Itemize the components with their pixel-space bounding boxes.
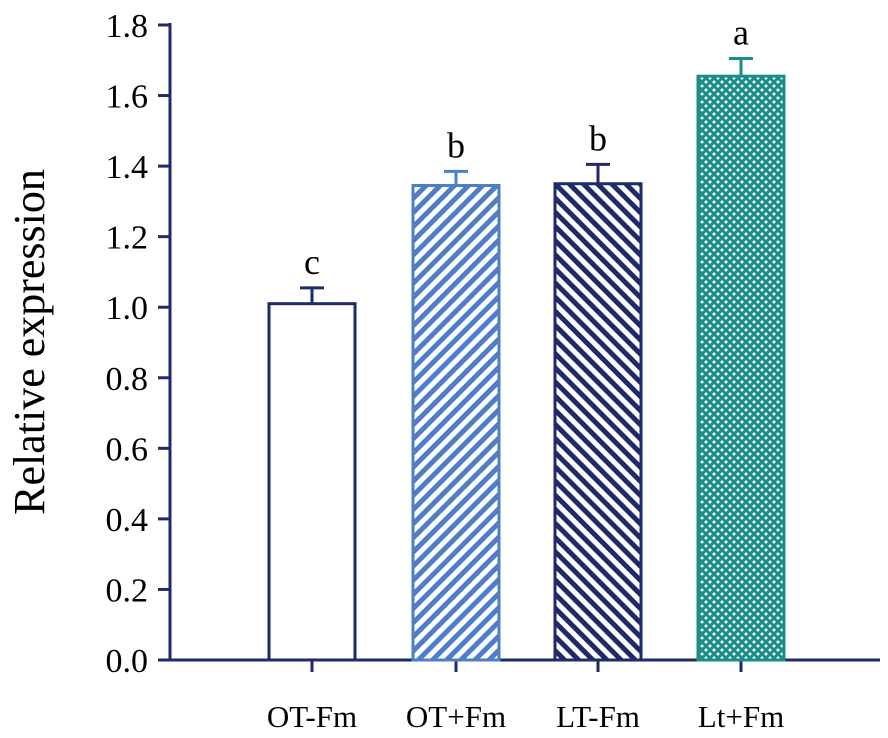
- x-tick-label: OT-Fm: [267, 699, 357, 734]
- y-tick-label: 0.4: [106, 502, 149, 539]
- y-tick-label: 1.2: [106, 220, 149, 257]
- y-tick-label: 0.2: [106, 572, 149, 609]
- y-tick-label: 1.4: [106, 149, 149, 186]
- x-tick-label: OT+Fm: [406, 699, 506, 734]
- x-axis: OT-Fm OT+Fm LT-Fm Lt+Fm: [170, 658, 880, 734]
- bar-ot-fm: [267, 302, 357, 662]
- bar-lt-fm: [696, 74, 786, 662]
- bar-ot-fm: [411, 184, 501, 662]
- bar-lt-fm: [553, 182, 643, 662]
- y-tick-label: 1.6: [106, 79, 149, 116]
- significance-label: a: [733, 13, 749, 53]
- y-tick-label: 0.6: [106, 431, 149, 468]
- significance-label: c: [304, 242, 320, 282]
- x-tick-label: LT-Fm: [556, 699, 640, 734]
- significance-label: b: [447, 125, 465, 165]
- y-axis: 0.0 0.2 0.4 0.6 0.8 1.0 1.2 1.4 1.6 1.8: [106, 8, 172, 680]
- x-tick-label: Lt+Fm: [698, 699, 784, 734]
- error-bars: [300, 57, 753, 304]
- y-tick-label: 0.8: [106, 361, 149, 398]
- significance-labels: c b b a: [304, 13, 749, 282]
- bars: [267, 74, 786, 662]
- significance-label: b: [589, 118, 607, 158]
- y-tick-label: 0.0: [106, 643, 149, 680]
- y-axis-title: Relative expression: [5, 169, 54, 515]
- y-tick-label: 1.8: [106, 8, 149, 45]
- y-tick-label: 1.0: [106, 290, 149, 327]
